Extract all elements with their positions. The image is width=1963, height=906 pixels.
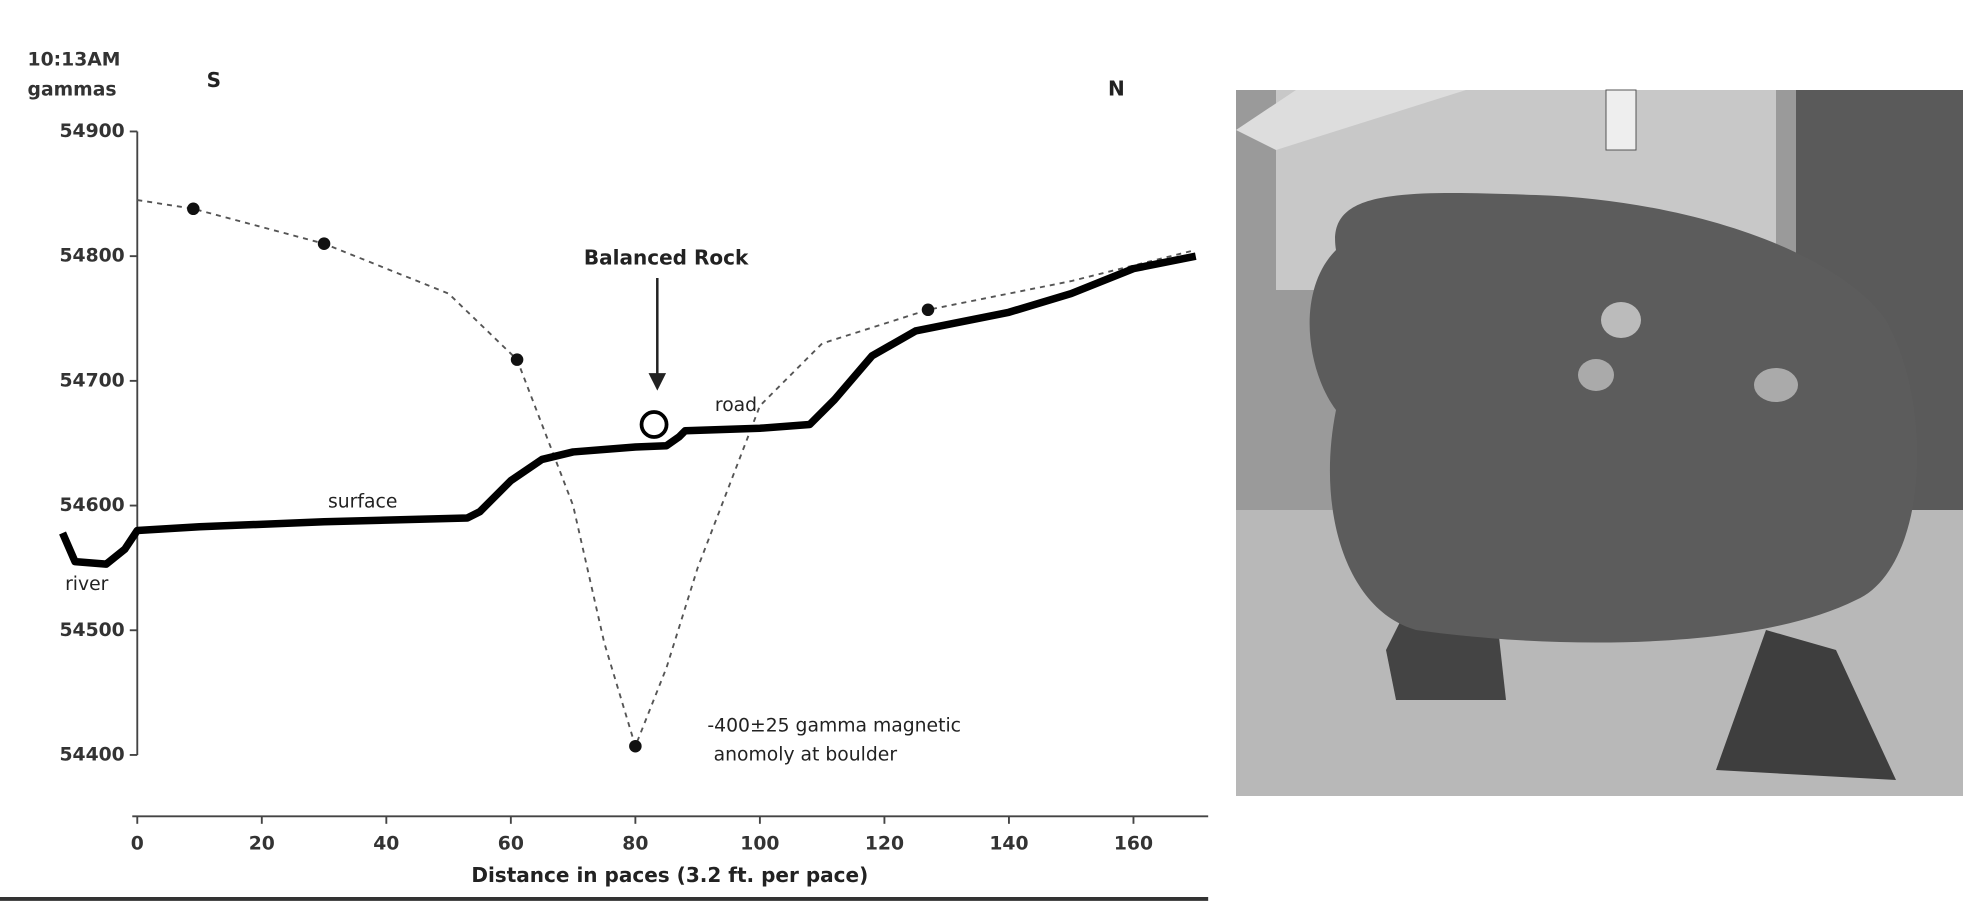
x-tick-label: 40 [373,833,399,854]
y-axis-label: gammas [28,80,117,101]
x-tick-label: 140 [989,833,1028,854]
x-axis-label: Distance in paces (3.2 ft. per pace) [471,863,868,887]
data-point [317,237,331,250]
annotation: road [715,395,757,416]
highlight [1601,302,1641,338]
highlight [1578,359,1614,391]
x-tick-label: 0 [131,833,144,854]
annotation: anomoly at boulder [714,744,898,765]
y-tick-label: 54400 [59,744,124,765]
x-tick-label: 60 [498,833,524,854]
north-label: N [1108,77,1125,101]
annotation: river [65,574,109,595]
annotation: -400±25 gamma magnetic [707,716,961,737]
x-tick-label: 100 [740,833,779,854]
surface-line [59,252,1197,568]
data-point [629,739,642,753]
time-label: 10:13AM [28,50,121,71]
arrow-head [648,373,667,391]
chart: 10:13AM gammas S N Balanced Rock road su… [0,50,1209,901]
y-tick-label: 54600 [59,495,124,516]
data-point [921,303,935,317]
support-stone [1716,630,1896,780]
roof [1236,90,1466,150]
annotation: surface [328,492,397,513]
annotation: Balanced Rock [584,246,749,270]
window [1605,89,1637,151]
highlight [1754,368,1798,402]
x-tick-label: 160 [1114,833,1153,854]
y-tick-label: 54800 [59,246,124,267]
x-tick-label: 80 [622,833,648,854]
boulder-marker [639,410,669,439]
boulder-photo [1309,193,1918,643]
data-point [510,353,524,366]
photo [1236,89,1963,796]
y-tick-label: 54500 [59,620,124,641]
y-tick-label: 54900 [59,121,124,142]
y-tick-label: 54700 [59,370,124,391]
x-tick-label: 20 [249,833,275,854]
x-tick-label: 120 [865,833,904,854]
south-label: S [207,68,221,92]
magnetic-line [137,199,1196,748]
data-point [187,202,200,216]
